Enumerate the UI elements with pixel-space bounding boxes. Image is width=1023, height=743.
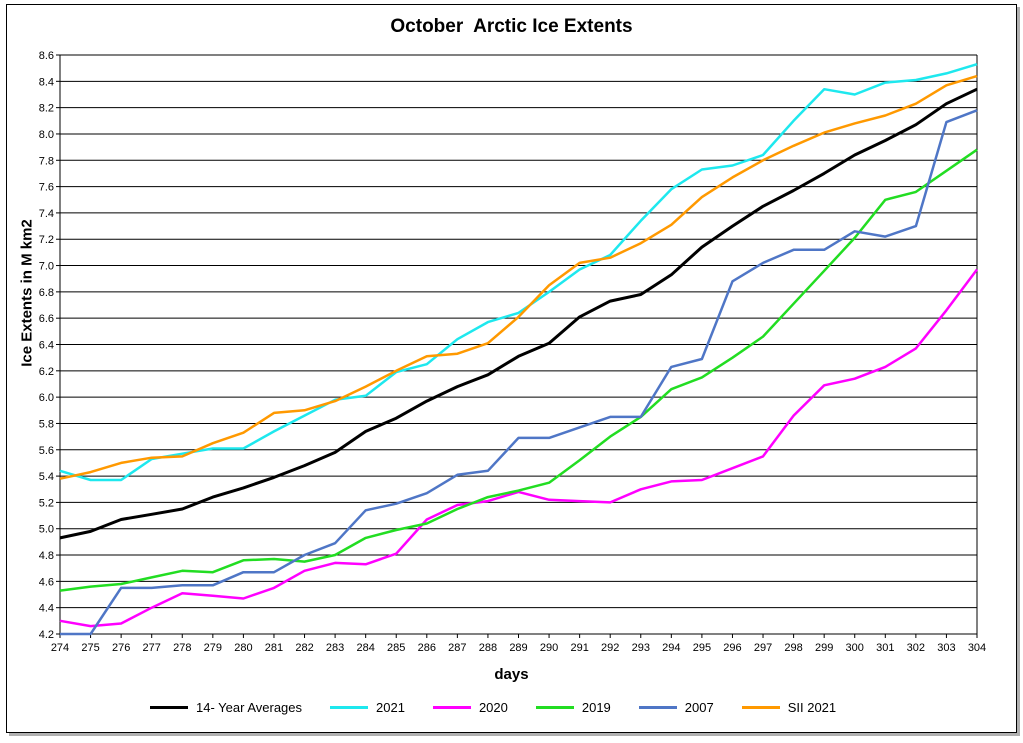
legend-swatch <box>150 705 188 709</box>
y-tick-label: 4.8 <box>39 550 54 562</box>
y-tick-label: 5.0 <box>39 524 54 536</box>
x-tick-label: 286 <box>418 642 436 654</box>
x-tick-label: 295 <box>693 642 711 654</box>
x-tick-label: 285 <box>387 642 405 654</box>
y-tick-label: 8.0 <box>39 129 54 141</box>
y-tick-label: 5.4 <box>39 471 54 483</box>
x-tick-label: 297 <box>754 642 772 654</box>
y-tick-label: 7.4 <box>39 208 54 220</box>
legend-swatch <box>432 705 471 709</box>
legend-item-14-year-averages: 14- Year Averages <box>150 700 302 715</box>
x-axis-label: days <box>494 666 529 683</box>
series-line-sii-2021 <box>59 74 978 480</box>
x-tick-label: 296 <box>723 642 741 654</box>
legend-item-2019: 2019 <box>535 699 611 715</box>
x-tick-label: 298 <box>784 642 802 654</box>
legend-item-2020: 2020 <box>432 699 508 715</box>
x-tick-label: 289 <box>509 642 527 654</box>
y-tick-label: 6.2 <box>39 366 54 378</box>
x-tick-label: 303 <box>937 642 955 654</box>
series-line-14-year-averages <box>59 87 978 540</box>
y-tick-label: 8.6 <box>39 50 54 62</box>
legend-item-2021: 2021 <box>330 700 405 715</box>
x-tick-label: 277 <box>143 642 161 654</box>
x-tick-label: 278 <box>173 642 191 654</box>
legend-swatch <box>330 705 369 709</box>
legend-label: 2020 <box>478 699 508 715</box>
y-tick-label: 6.8 <box>39 287 54 299</box>
x-tick-label: 274 <box>51 642 69 654</box>
y-tick-label: 8.2 <box>39 103 54 115</box>
y-tick-label: 5.8 <box>39 418 54 430</box>
y-tick-label: 6.4 <box>39 340 54 352</box>
x-tick-label: 304 <box>968 642 986 654</box>
y-tick-label: 4.2 <box>39 629 54 641</box>
series-line-2020 <box>59 268 979 628</box>
x-tick-label: 284 <box>356 642 374 654</box>
y-tick-label: 6.0 <box>39 392 54 404</box>
x-tick-label: 299 <box>815 642 833 654</box>
x-tick-label: 293 <box>632 642 650 654</box>
x-tick-label: 283 <box>326 642 344 654</box>
x-tick-label: 281 <box>265 642 283 654</box>
legend-label: SII 2021 <box>787 699 837 715</box>
x-tick-label: 279 <box>204 642 222 654</box>
y-tick-label: 4.6 <box>39 576 54 588</box>
chart-title: October Arctic Ice Extents <box>390 16 633 37</box>
legend-label: 14- Year Averages <box>196 699 303 715</box>
y-tick-label: 7.0 <box>39 261 54 273</box>
x-tick-label: 290 <box>540 642 558 654</box>
legend-swatch <box>535 705 574 709</box>
x-tick-label: 280 <box>234 642 252 654</box>
x-tick-label: 287 <box>448 642 466 654</box>
x-tick-label: 301 <box>876 642 894 654</box>
x-tick-label: 292 <box>601 642 619 654</box>
series-line-2019 <box>59 148 978 592</box>
y-tick-label: 7.2 <box>39 234 54 246</box>
series-line-2021 <box>59 63 978 482</box>
x-tick-label: 302 <box>907 642 925 654</box>
x-tick-label: 282 <box>295 642 313 654</box>
x-tick-label: 300 <box>846 642 864 654</box>
x-tick-label: 275 <box>81 642 99 654</box>
legend-swatch <box>741 705 780 709</box>
x-tick-label: 294 <box>662 642 680 654</box>
legend-label: 2019 <box>581 699 611 715</box>
y-tick-label: 5.2 <box>39 497 54 509</box>
y-tick-label: 7.6 <box>39 182 54 194</box>
x-tick-label: 288 <box>479 642 497 654</box>
legend-swatch <box>638 705 677 709</box>
legend-item-sii-2021: SII 2021 <box>741 699 837 715</box>
y-tick-label: 6.6 <box>39 313 54 325</box>
y-tick-label: 7.8 <box>39 155 54 167</box>
y-tick-label: 8.4 <box>39 76 54 88</box>
legend-label: 2007 <box>684 699 714 715</box>
legend-label: 2021 <box>376 699 405 715</box>
y-tick-label: 5.6 <box>39 445 54 457</box>
x-tick-label: 276 <box>112 642 130 654</box>
y-tick-label: 4.4 <box>39 603 54 615</box>
legend: 14- Year Averages 2021 2020 2019 2007 SII 202… <box>150 697 864 717</box>
series-line-2007 <box>60 109 978 636</box>
x-tick-label: 291 <box>570 642 588 654</box>
legend-item-2007: 2007 <box>638 699 714 715</box>
